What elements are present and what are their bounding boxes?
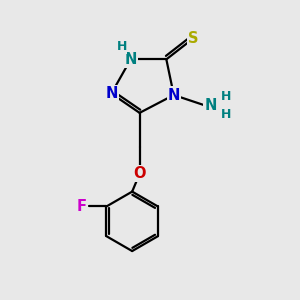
Text: H: H: [221, 108, 232, 121]
Text: N: N: [168, 88, 180, 103]
Text: F: F: [77, 199, 87, 214]
Text: H: H: [117, 40, 127, 53]
Text: N: N: [124, 52, 137, 67]
Text: S: S: [188, 31, 198, 46]
Text: O: O: [133, 166, 146, 181]
Text: N: N: [105, 86, 118, 101]
Text: N: N: [204, 98, 217, 113]
Text: H: H: [221, 90, 232, 103]
